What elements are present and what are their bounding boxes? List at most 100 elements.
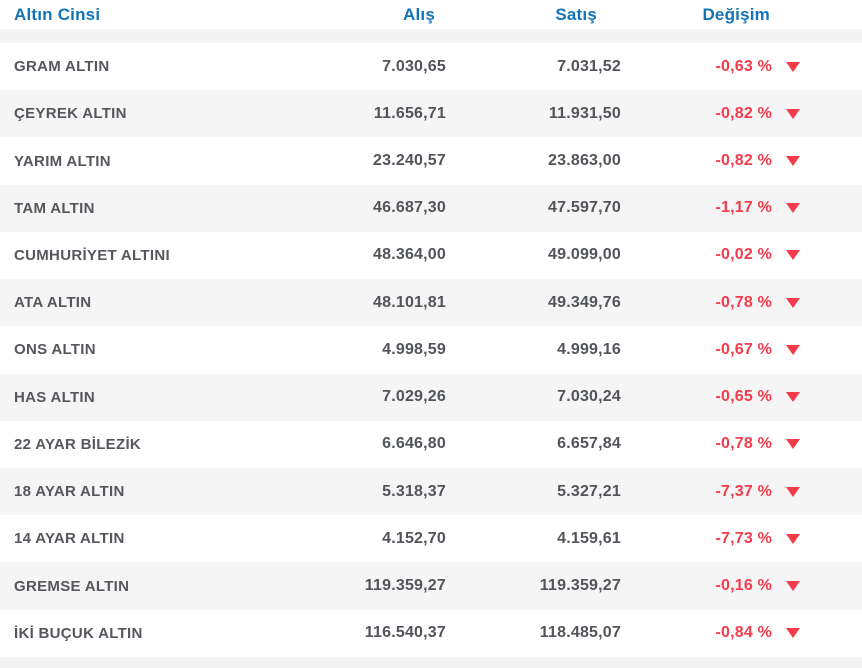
- change-cell: -0,82 %: [621, 152, 862, 170]
- down-arrow-icon: [786, 344, 800, 355]
- change-percent: -0,82 %: [715, 104, 772, 122]
- down-arrow-icon: [786, 486, 800, 497]
- gold-type-label: 18 AYAR ALTIN: [14, 483, 125, 501]
- gold-type-label: ONS ALTIN: [14, 341, 96, 359]
- table-row[interactable]: 14 AYAR ALTIN 4.152,70 4.159,61 -7,73 %: [0, 515, 862, 563]
- change-percent: -0,84 %: [715, 624, 772, 642]
- buy-price: 7.030,65: [382, 57, 446, 75]
- down-arrow-icon: [786, 581, 800, 592]
- down-arrow-icon: [786, 61, 800, 72]
- buy-price: 4.152,70: [382, 529, 446, 547]
- gold-type-label: CUMHURİYET ALTINI: [14, 246, 170, 264]
- change-cell: -0,65 %: [621, 388, 862, 406]
- table-row[interactable]: TAM ALTIN 46.687,30 47.597,70 -1,17 %: [0, 184, 862, 232]
- change-cell: -0,63 %: [621, 58, 862, 76]
- down-arrow-icon: [786, 250, 800, 261]
- sell-price: 5.327,21: [557, 482, 621, 500]
- table-row[interactable]: ÇEYREK ALTIN 11.656,71 11.931,50 -0,82 %: [0, 90, 862, 138]
- buy-price: 6.646,80: [382, 435, 446, 453]
- buy-price: 119.359,27: [364, 577, 446, 595]
- buy-price: 11.656,71: [373, 104, 446, 122]
- change-cell: -0,82 %: [621, 105, 862, 123]
- sell-price: 47.597,70: [548, 199, 621, 217]
- sell-price: 119.359,27: [539, 577, 621, 595]
- gold-type-label: İKİ BUÇUK ALTIN: [14, 624, 143, 642]
- table-row[interactable]: CUMHURİYET ALTINI 48.364,00 49.099,00 -0…: [0, 231, 862, 280]
- table-row[interactable]: ONS ALTIN 4.998,59 4.999,16 -0,67 %: [0, 326, 862, 374]
- table-row[interactable]: İKİ BUÇUK ALTIN 116.540,37 118.485,07 -0…: [0, 609, 862, 657]
- change-percent: -7,37 %: [715, 482, 772, 500]
- change-percent: -0,67 %: [715, 340, 772, 358]
- table-row[interactable]: 18 AYAR ALTIN 5.318,37 5.327,21 -7,37 %: [0, 467, 862, 516]
- gold-type-label: GRAM ALTIN: [14, 58, 110, 76]
- sell-price: 49.349,76: [548, 293, 621, 311]
- sell-price: 49.099,00: [548, 246, 621, 264]
- gold-type-label: 22 AYAR BİLEZİK: [14, 435, 142, 453]
- change-cell: -0,02 %: [621, 246, 862, 264]
- table-row[interactable]: GRAM ALTIN 7.030,65 7.031,52 -0,63 %: [0, 43, 862, 91]
- change-percent: -0,78 %: [715, 293, 772, 311]
- table-row[interactable]: YARIM ALTIN 23.240,57 23.863,00 -0,82 %: [0, 137, 862, 185]
- sell-price: 4.159,61: [557, 529, 621, 547]
- header-gold-type: Altın Cinsi: [14, 4, 101, 24]
- sell-price: 23.863,00: [548, 152, 621, 170]
- change-cell: -1,17 %: [621, 199, 862, 217]
- buy-price: 48.364,00: [373, 246, 446, 264]
- down-arrow-icon: [786, 297, 800, 308]
- change-percent: -0,82 %: [715, 152, 772, 170]
- table-header-row: Altın Cinsi Alış Satış Değişim: [0, 0, 862, 29]
- sell-price: 7.031,52: [557, 57, 621, 75]
- down-arrow-icon: [786, 533, 800, 544]
- gold-type-label: ÇEYREK ALTIN: [14, 105, 127, 123]
- change-cell: -0,78 %: [621, 294, 862, 312]
- gold-type-label: TAM ALTIN: [14, 199, 95, 217]
- buy-price: 7.029,26: [382, 388, 446, 406]
- buy-price: 5.318,37: [382, 482, 446, 500]
- buy-price: 48.101,81: [373, 293, 446, 311]
- down-arrow-icon: [786, 439, 800, 450]
- change-cell: -7,37 %: [621, 483, 862, 501]
- sell-price: 6.657,84: [557, 435, 621, 453]
- buy-price: 23.240,57: [373, 152, 446, 170]
- gold-type-label: HAS ALTIN: [14, 388, 96, 406]
- gold-type-label: YARIM ALTIN: [14, 152, 111, 170]
- change-percent: -0,02 %: [715, 246, 772, 264]
- sell-price: 7.030,24: [557, 388, 621, 406]
- table-row[interactable]: HAS ALTIN 7.029,26 7.030,24 -0,65 %: [0, 373, 862, 421]
- buy-price: 4.998,59: [382, 340, 446, 358]
- change-percent: -0,78 %: [715, 435, 772, 453]
- header-sell: Satış: [555, 4, 597, 24]
- header-separator-band: [0, 29, 862, 43]
- down-arrow-icon: [786, 108, 800, 119]
- change-cell: -7,73 %: [621, 530, 862, 548]
- down-arrow-icon: [786, 156, 800, 167]
- table-row-partial: [0, 657, 862, 668]
- change-percent: -0,16 %: [715, 577, 772, 595]
- header-change: Değişim: [702, 4, 770, 24]
- down-arrow-icon: [786, 628, 800, 639]
- sell-price: 11.931,50: [548, 104, 621, 122]
- gold-type-label: GREMSE ALTIN: [14, 577, 130, 595]
- down-arrow-icon: [786, 392, 800, 403]
- change-percent: -7,73 %: [715, 529, 772, 547]
- buy-price: 116.540,37: [364, 624, 446, 642]
- table-body: GRAM ALTIN 7.030,65 7.031,52 -0,63 % ÇEY…: [0, 43, 862, 657]
- sell-price: 4.999,16: [557, 340, 621, 358]
- table-row[interactable]: GREMSE ALTIN 119.359,27 119.359,27 -0,16…: [0, 562, 862, 610]
- change-cell: -0,84 %: [621, 624, 862, 642]
- change-cell: -0,16 %: [621, 577, 862, 595]
- gold-type-label: ATA ALTIN: [14, 294, 92, 312]
- sell-price: 118.485,07: [539, 624, 621, 642]
- change-cell: -0,67 %: [621, 341, 862, 359]
- header-buy: Alış: [403, 4, 435, 24]
- change-percent: -0,65 %: [715, 388, 772, 406]
- table-row[interactable]: ATA ALTIN 48.101,81 49.349,76 -0,78 %: [0, 279, 862, 327]
- down-arrow-icon: [786, 203, 800, 214]
- table-row[interactable]: 22 AYAR BİLEZİK 6.646,80 6.657,84 -0,78 …: [0, 420, 862, 468]
- change-percent: -0,63 %: [715, 57, 772, 75]
- change-percent: -1,17 %: [715, 199, 772, 217]
- change-cell: -0,78 %: [621, 435, 862, 453]
- gold-type-label: 14 AYAR ALTIN: [14, 530, 125, 548]
- buy-price: 46.687,30: [373, 199, 446, 217]
